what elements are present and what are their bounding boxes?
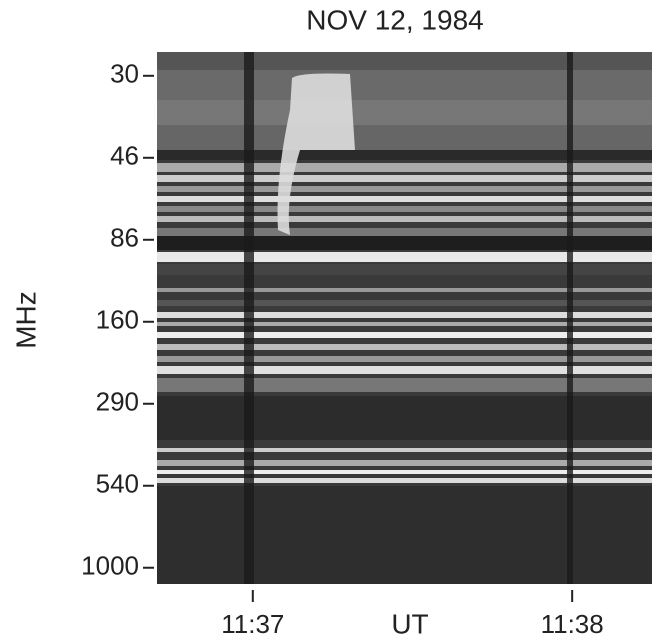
y-tick-label: 46	[110, 141, 139, 171]
x-tick-label: 11:38	[541, 609, 604, 639]
spectrogram-band	[157, 175, 652, 182]
spectrogram-band	[157, 448, 652, 452]
spectrogram-band	[157, 312, 652, 318]
y-tick-label: 86	[110, 223, 139, 253]
spectrogram-band	[157, 100, 652, 125]
spectrogram-band	[157, 150, 652, 160]
spectrogram-band	[157, 486, 652, 584]
x-axis-label: UT	[391, 608, 428, 639]
spectrogram-band	[157, 356, 652, 362]
vertical-stripe	[244, 52, 254, 584]
vertical-stripe	[567, 52, 573, 584]
spectrogram-band	[157, 322, 652, 326]
y-tick-label: 160	[96, 305, 139, 335]
spectrogram-band	[157, 332, 652, 338]
y-tick-label: 290	[96, 387, 139, 417]
spectrogram-band	[157, 236, 652, 250]
spectrogram-band	[157, 125, 652, 150]
spectrogram-band	[157, 70, 652, 100]
spectrogram-band	[157, 52, 652, 70]
spectrogram-band	[157, 378, 652, 392]
spectrogram-band	[157, 300, 652, 306]
spectrogram-image	[157, 52, 652, 584]
x-tick-label: 11:37	[221, 609, 284, 639]
spectrogram-band	[157, 206, 652, 212]
spectrogram-band	[157, 196, 652, 202]
spectrogram-band	[157, 366, 652, 374]
y-tick-label: 1000	[81, 551, 139, 581]
burst	[277, 73, 355, 235]
spectrogram-band	[157, 216, 652, 222]
y-axis-label: MHz	[10, 291, 41, 349]
spectrogram-band	[157, 264, 652, 275]
y-tick-label: 30	[110, 59, 139, 89]
chart-title: NOV 12, 1984	[306, 4, 483, 35]
spectrogram-band	[157, 288, 652, 292]
spectrogram-band	[157, 396, 652, 440]
spectrogram-band	[157, 470, 652, 474]
spectrogram-band	[157, 186, 652, 192]
spectrogram-band	[157, 344, 652, 350]
y-tick-label: 540	[96, 469, 139, 499]
spectrogram-band	[157, 478, 652, 483]
spectrogram-band	[157, 163, 652, 172]
spectrogram-band	[157, 252, 652, 262]
spectrogram-band	[157, 228, 652, 236]
spectrogram-band	[157, 460, 652, 466]
